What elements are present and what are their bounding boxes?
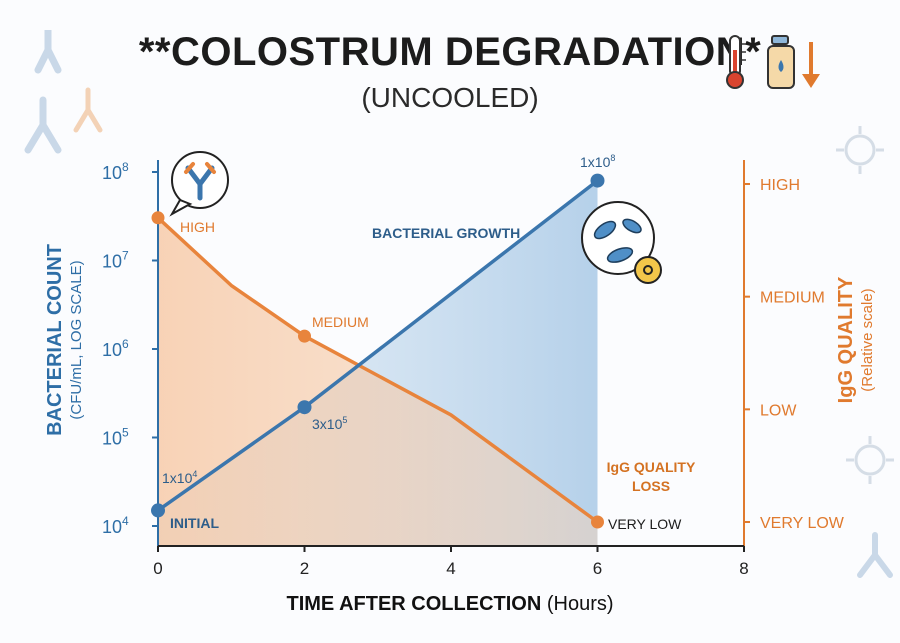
series-lines [151, 173, 605, 529]
igg-series-label-line-1: IgG QUALITY [607, 459, 696, 475]
igg-point-4 [591, 515, 604, 529]
bacteria-series-label: BACTERIAL GROWTH [372, 225, 520, 241]
antibody-decor-icon-2 [857, 532, 893, 578]
chart-labels: 1x104 3x105 1x108 INITIAL BACTERIAL GROWTH HI… [162, 153, 696, 532]
x-tick-label-3: 6 [593, 559, 602, 578]
antibody-glyph-tips [184, 162, 216, 174]
right-axis-title: IgG QUALITY [835, 276, 857, 403]
left-tick-label-1: 105 [102, 426, 129, 449]
igg-area-fill [158, 217, 598, 547]
bacteria-callout-bubble [581, 201, 655, 275]
bacteria-initial-label: INITIAL [170, 515, 219, 531]
x-tick-label-1: 2 [300, 559, 309, 578]
thermometer-icon [726, 35, 746, 89]
right-tick-label-0: HIGH [760, 177, 800, 194]
x-tick-label-4: 8 [739, 559, 748, 578]
virus-decor-icon [836, 126, 884, 174]
x-tick-label-2: 4 [446, 559, 455, 578]
left-axis-subtitle: (CFU/mL, LOG SCALE) [68, 260, 85, 419]
antibody-callout-tail [169, 198, 193, 217]
bacteria-callout-icon [581, 201, 662, 284]
bacteria-label-0: 1x104 [162, 469, 197, 486]
down-arrow-icon [802, 42, 820, 88]
virus-decor-icon-2 [846, 436, 894, 484]
antibody-glyph [185, 165, 215, 201]
axes: 104 105 106 107 108 HIGH MEDIUM LOW VERY LOW 0 2 4 6… [44, 160, 876, 615]
area-fills [158, 180, 598, 547]
right-axis-subtitle: (Relative scale) [859, 288, 876, 391]
title-icons [726, 35, 820, 89]
left-axis-title: BACTERIAL COUNT [44, 244, 66, 436]
left-tick-label-2: 106 [102, 337, 129, 360]
vial-icon [767, 35, 795, 89]
chart-title: **COLOSTRUM DEGRADATION* [138, 30, 762, 74]
igg-label-0: HIGH [180, 219, 215, 235]
chart-subtitle: (UNCOOLED) [361, 82, 539, 113]
bacterium-glyph-3 [606, 247, 634, 263]
igg-series-label-line-2: LOSS [632, 478, 670, 494]
antibody-decor-icon [24, 30, 103, 154]
bacterium-glyph-1 [593, 220, 617, 240]
igg-label-2: MEDIUM [312, 314, 369, 330]
igg-label-4: VERY LOW [608, 516, 682, 532]
bacterium-glyph-2 [622, 218, 642, 234]
bacteria-point-2 [590, 173, 605, 188]
biohazard-icon [634, 256, 662, 284]
bacteria-point-1 [297, 400, 312, 415]
right-tick-label-2: LOW [760, 402, 797, 419]
callouts [169, 151, 662, 284]
right-tick-label-1: MEDIUM [760, 290, 825, 307]
antibody-callout-icon [169, 151, 229, 217]
left-tick-label-4: 108 [102, 160, 129, 183]
x-tick-label-0: 0 [153, 559, 162, 578]
biohazard-core [643, 265, 653, 275]
x-axis-title: TIME AFTER COLLECTION (Hours) [286, 593, 613, 615]
bacteria-point-0 [151, 503, 165, 518]
igg-point-0 [151, 211, 165, 225]
left-tick-label-3: 107 [102, 249, 129, 272]
bacteria-label-2: 1x108 [580, 153, 615, 170]
right-tick-label-3: VERY LOW [760, 515, 845, 532]
bacteria-label-1: 3x105 [312, 415, 347, 432]
left-tick-label-0: 104 [102, 514, 129, 537]
igg-point-2 [298, 329, 311, 343]
